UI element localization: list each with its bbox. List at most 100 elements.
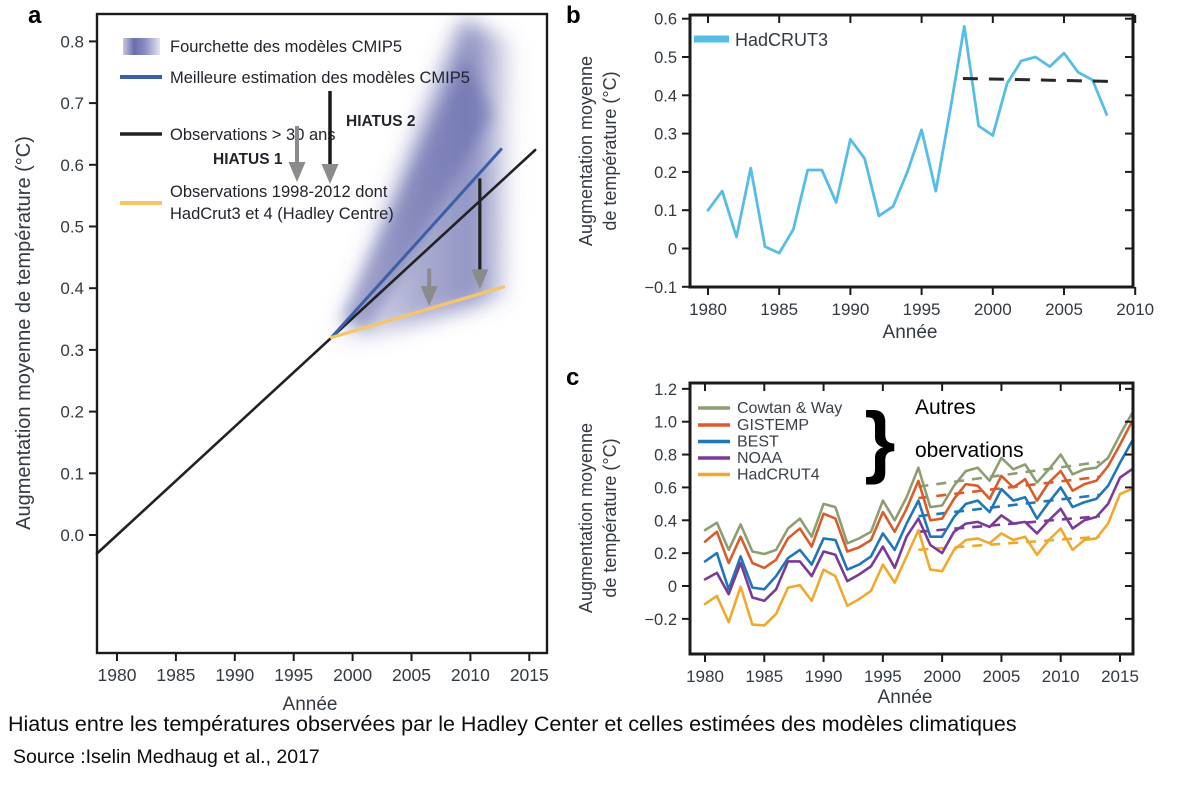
y-tick-label: 1.2 [654,381,677,399]
plot-border [688,13,1135,289]
brace-glyph: } [864,396,895,485]
y-tick-label: 0.4 [654,512,677,530]
series-hadcrut3-line [706,24,1109,255]
y-tick-label: 0.2 [654,545,677,563]
panel-c: 1980 1985 1990 1995 2000 2005 2010 2015 1.2 1.0 0.… [576,381,1139,708]
legend-label: HadCRUT4 [737,467,820,484]
x-tick-label: 1985 [760,300,798,319]
cmip5-range-band [331,18,512,341]
plot-border [688,381,1135,656]
cmip5-band-inner [340,55,492,330]
x-tick-label: 1980 [98,665,137,685]
x-axis-label: Année [878,687,933,708]
trend-gistemp [918,475,1100,500]
hiatus-1-label: HIATUS 1 [213,151,283,168]
y-tick-label: 1.0 [654,414,677,432]
legend-label: Cowtan & Way [737,400,842,417]
y-tick-label: −0.2 [644,611,677,629]
x-tick-label: 2010 [451,665,490,685]
x-tick-label: 1995 [864,667,902,686]
x-tick-label: 2010 [1042,667,1080,686]
x-tick-label: 2005 [392,665,431,685]
y-tick-label: 0 [668,241,677,259]
y-axis-label: Augmentation moyenne de température (°C) [13,136,35,530]
y-tick-label: 0.3 [60,341,84,360]
y-tick-label: 0.6 [654,479,677,497]
trend-cowtan-way [918,460,1101,488]
y-tick-label: 0.2 [60,403,84,422]
plot-border [95,12,549,655]
legend-label: Fourchette des modèles CMIP5 [170,38,402,56]
x-tick-label: 1985 [745,667,783,686]
trend-hadcrut4 [918,535,1100,552]
legend-label: Observations 1998-2012 dont [170,183,388,201]
legend-b: HadCRUT3 [694,30,828,50]
legend-label: BEST [737,434,779,451]
trend-noaa [918,514,1100,534]
panel-letter-c: c [566,364,580,391]
y-tick-label: 0 [668,578,677,596]
y-axis-label: de température (°C) [600,438,620,597]
x-tick-label: 2005 [983,667,1021,686]
y-tick-label: 0.6 [60,156,84,175]
x-tick-label: 1995 [274,665,313,685]
legend-label: GISTEMP [737,417,809,434]
figure-source: Source :Iselin Medhaug et al., 2017 [13,746,320,768]
series-hadcrut4-line [703,487,1134,627]
series-best-line [703,440,1134,591]
legend-note: Autres [915,396,976,419]
panel-a: 1980 1985 1990 1995 2000 2005 2010 2015 0.0 0.1 0.… [13,12,549,715]
y-tick-label: −0.1 [644,279,677,297]
y-tick-label: 0.3 [654,126,677,144]
x-tick-label: 1985 [156,665,195,685]
legend-label: NOAA [737,450,783,467]
legend-label: Meilleure estimation des modèles CMIP5 [170,69,470,87]
series-observations-1998-2012-dont-hadcrut3-et-4-hadley-centre--line [329,285,505,340]
y-tick-label: 0.5 [654,49,677,67]
x-tick-label: 2000 [333,665,372,685]
y-tick-label: 0.4 [654,87,677,105]
hiatus-1-legend-arrow-head [288,162,306,182]
x-tick-label: 2010 [1116,300,1154,319]
x-tick-label: 2015 [1101,667,1139,686]
y-tick-label: 0.1 [60,464,84,483]
y-axis-label: de température (°C) [600,71,620,230]
y-axis-label: Augmentation moyenne [576,56,596,246]
y-axis-label: Augmentation moyenne [576,423,596,613]
x-tick-label: 1990 [215,665,254,685]
hiatus-2-legend-arrow-head [321,164,339,184]
legend-label: HadCRUT3 [735,30,828,50]
y-tick-label: 0.4 [60,279,84,298]
x-tick-label: 1980 [689,300,727,319]
x-tick-label: 2000 [974,300,1012,319]
series-observations-30-ans-line [95,148,537,555]
panel-letter-a: a [28,2,42,29]
x-tick-label: 1995 [903,300,941,319]
hiatus-2-gap-head [471,269,489,290]
hiatus-1-gap-head [420,286,438,307]
x-tick-label: 1990 [805,667,843,686]
legend-label: HadCrut3 et 4 (Hadley Centre) [170,205,394,223]
figure-caption: Hiatus entre les températures observées … [8,712,1017,736]
series-cowtan-way-line [703,412,1134,556]
series-noaa-line [703,467,1134,603]
panel-b: 1980 1985 1990 1995 2000 2005 2010 0.6 0.5 0.4 0.3… [576,11,1154,343]
x-tick-label: 2005 [1045,300,1083,319]
legend-note: obervations [915,439,1024,462]
legend-a: Fourchette des modèles CMIP5 Meilleure es… [120,38,470,223]
x-tick-label: 2000 [923,667,961,686]
y-tick-label: 0.2 [654,164,677,182]
trend-best [918,493,1100,518]
y-tick-label: 0.8 [60,32,84,51]
y-tick-label: 0.7 [60,94,84,113]
panel-letter-b: b [566,2,581,29]
y-tick-label: 0.0 [60,526,84,545]
y-tick-label: 0.5 [60,218,84,237]
y-tick-label: 0.6 [654,11,677,29]
x-axis-label: Année [883,322,938,343]
y-tick-label: 0.1 [654,202,677,220]
cmip5-band-swatch [123,38,160,55]
